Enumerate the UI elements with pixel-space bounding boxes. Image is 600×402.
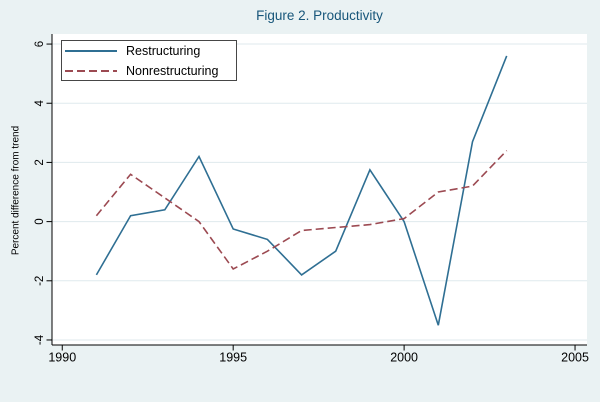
series-line-restructuring <box>95 55 508 326</box>
legend-item-restructuring: Restructuring <box>62 42 236 59</box>
legend-label-nonrestructuring: Nonrestructuring <box>126 63 219 78</box>
x-tick-label: 2000 <box>390 351 418 365</box>
legend-box: Restructuring Nonrestructuring <box>61 40 237 81</box>
plot-area <box>52 34 587 345</box>
x-tick-label: 2005 <box>561 351 589 365</box>
legend-item-nonrestructuring: Nonrestructuring <box>62 62 236 79</box>
x-tick-label: 1995 <box>219 351 247 365</box>
legend-label-restructuring: Restructuring <box>126 43 201 58</box>
y-tick-label: 6 <box>34 41 46 47</box>
y-tick-label: 4 <box>34 99 46 106</box>
y-tick-label: -4 <box>34 334 46 345</box>
series-line-nonrestructuring <box>95 150 508 271</box>
y-axis-title: Percent difference from trend <box>10 125 22 256</box>
y-tick-label: 2 <box>34 159 46 165</box>
x-tick-label: 1990 <box>48 351 76 365</box>
nonrestructuring-line-sample-icon <box>65 69 117 72</box>
chart-title: Figure 2. Productivity <box>256 8 383 23</box>
restructuring-line-sample-icon <box>65 49 117 52</box>
y-tick-label: 0 <box>34 218 46 224</box>
y-tick-label: -2 <box>34 276 46 286</box>
